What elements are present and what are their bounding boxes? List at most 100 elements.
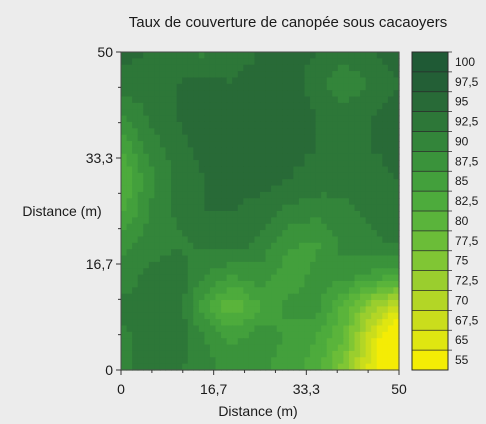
heatmap-cell: [387, 255, 395, 263]
heatmap-cell: [365, 274, 372, 282]
heatmap-cell: [332, 204, 339, 212]
heatmap-cell: [165, 268, 172, 276]
heatmap-cell: [382, 185, 389, 193]
heatmap-cell: [326, 242, 333, 250]
heatmap-cell: [310, 338, 317, 346]
heatmap-cell: [293, 83, 300, 91]
heatmap-cell: [121, 172, 128, 180]
heatmap-cell: [321, 211, 328, 218]
heatmap-cell: [215, 160, 222, 168]
heatmap-cell: [282, 115, 289, 123]
heatmap-cell: [143, 191, 150, 199]
heatmap-cell: [298, 331, 306, 339]
heatmap-cell: [365, 153, 372, 161]
heatmap-cell: [298, 153, 306, 161]
heatmap-cell: [137, 160, 144, 168]
heatmap-cell: [304, 71, 311, 79]
heatmap-cell: [293, 64, 300, 72]
heatmap-cell: [376, 217, 383, 225]
heatmap-cell: [159, 236, 167, 244]
heatmap-cell: [265, 109, 272, 117]
heatmap-cell: [360, 109, 367, 117]
heatmap-cell: [248, 121, 256, 129]
heatmap-cell: [132, 128, 139, 136]
heatmap-cell: [393, 90, 400, 98]
heatmap-cell: [304, 198, 311, 206]
heatmap-cell: [171, 147, 178, 155]
heatmap-cell: [393, 344, 400, 352]
heatmap-cell: [143, 357, 150, 365]
heatmap-cell: [326, 319, 333, 327]
heatmap-cell: [248, 306, 256, 314]
heatmap-cell: [137, 96, 144, 104]
heatmap-cell: [332, 312, 339, 320]
heatmap-cell: [271, 77, 278, 85]
heatmap-cell: [187, 198, 194, 206]
heatmap-cell: [321, 236, 328, 244]
heatmap-cell: [282, 96, 289, 104]
heatmap-cell: [293, 211, 300, 218]
heatmap-cell: [248, 293, 256, 301]
heatmap-cell: [260, 185, 267, 193]
heatmap-cell: [176, 306, 183, 314]
heatmap-cell: [321, 179, 328, 187]
heatmap-cell: [310, 71, 317, 79]
heatmap-cell: [132, 71, 139, 79]
heatmap-cell: [354, 77, 361, 85]
heatmap-cell: [337, 293, 344, 301]
heatmap-cell: [387, 96, 395, 104]
heatmap-cell: [121, 300, 128, 307]
heatmap-cell: [282, 249, 289, 257]
heatmap-cell: [310, 52, 317, 59]
heatmap-cell: [376, 185, 383, 193]
heatmap-cell: [326, 357, 333, 365]
heatmap-cell: [360, 96, 367, 104]
heatmap-cell: [121, 287, 128, 295]
heatmap-cell: [287, 312, 294, 320]
heatmap-cell: [204, 230, 211, 238]
heatmap-cell: [121, 77, 128, 85]
heatmap-cell: [148, 255, 155, 263]
heatmap-cell: [293, 134, 300, 142]
heatmap-cell: [154, 147, 161, 155]
heatmap-cell: [148, 280, 155, 288]
heatmap-cell: [243, 350, 250, 358]
heatmap-cell: [171, 204, 178, 212]
heatmap-cell: [159, 274, 167, 282]
heatmap-cell: [298, 121, 306, 129]
legend-label: 87,5: [455, 154, 479, 168]
heatmap-cell: [221, 115, 228, 123]
heatmap-cell: [348, 166, 356, 174]
heatmap-cell: [232, 331, 239, 339]
heatmap-cell: [171, 83, 178, 91]
legend-label: 75: [455, 254, 469, 268]
heatmap-cell: [321, 312, 328, 320]
heatmap-cell: [221, 255, 228, 263]
heatmap-cell: [226, 115, 233, 123]
heatmap-cell: [182, 223, 189, 231]
heatmap-cell: [276, 255, 283, 263]
heatmap-cell: [371, 185, 378, 193]
heatmap-cell: [204, 96, 211, 104]
heatmap-cell: [193, 153, 200, 161]
heatmap-cell: [348, 77, 356, 85]
heatmap-cell: [287, 172, 294, 180]
heatmap-cell: [159, 357, 167, 365]
heatmap-cell: [182, 52, 189, 59]
heatmap-cell: [337, 198, 344, 206]
heatmap-cell: [226, 52, 233, 59]
heatmap-cell: [387, 115, 395, 123]
heatmap-cell: [221, 242, 228, 250]
heatmap-cell: [182, 319, 189, 327]
heatmap-cell: [337, 319, 344, 327]
heatmap-cell: [382, 293, 389, 301]
heatmap-cell: [132, 198, 139, 206]
heatmap-cell: [343, 287, 350, 295]
heatmap-cell: [332, 83, 339, 91]
heatmap-cell: [204, 128, 211, 136]
heatmap-cell: [354, 223, 361, 231]
heatmap-cell: [254, 96, 261, 104]
heatmap-cell: [154, 217, 161, 225]
heatmap-cell: [187, 90, 194, 98]
